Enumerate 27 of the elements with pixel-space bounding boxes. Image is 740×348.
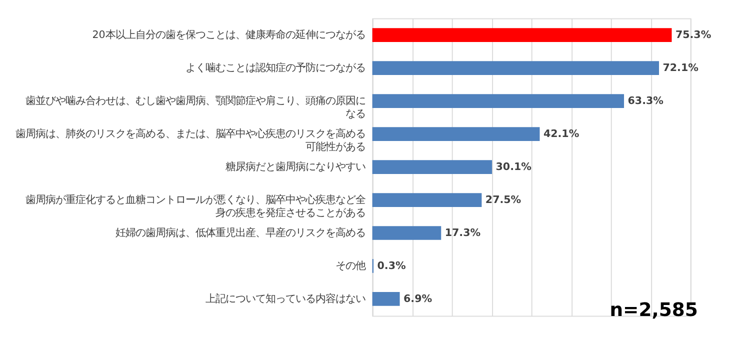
data-label: 72.1% <box>662 62 698 74</box>
y-tick-label: 20本以上自分の歯を保つことは、健康寿命の延伸につながる <box>92 28 366 41</box>
bar <box>372 292 400 306</box>
y-tick-label: 歯並びや噛み合わせは、むし歯や歯周病、顎関節症や肩こり、頭痛の原因になる <box>25 94 366 120</box>
bar <box>372 28 672 42</box>
bar <box>372 94 624 108</box>
y-tick-label: その他 <box>335 260 366 272</box>
data-label: 75.3% <box>675 28 712 41</box>
y-tick-label: 糖尿病だと歯周病になりやすい <box>225 160 366 173</box>
y-tick-label: 妊婦の歯周病は、低体重児出産、早産のリスクを高める <box>115 226 366 239</box>
bar <box>372 127 540 141</box>
y-tick-label: 歯周病が重症化すると血糖コントロールが悪くなり、脳卒中や心疾患など全身の疾患を発症させることがある <box>25 194 366 219</box>
bar <box>372 160 492 174</box>
data-label: 42.1% <box>543 128 580 140</box>
data-label: 0.3% <box>377 260 406 272</box>
bar <box>372 226 442 240</box>
data-label: 27.5% <box>485 194 522 206</box>
data-label: 30.1% <box>496 160 532 173</box>
bar <box>372 193 482 207</box>
data-label: 63.3% <box>628 94 664 107</box>
data-label: 6.9% <box>404 292 432 305</box>
y-tick-label: よく噛むことは認知症の予防につながる <box>185 62 366 74</box>
data-label: 17.3% <box>444 226 481 239</box>
annotation: n=2,585 <box>610 300 698 321</box>
y-tick-label: 上記について知っている内容はない <box>205 292 366 305</box>
y-tick-label: 歯周病は、肺炎のリスクを高める、または、脳卒中や心疾患のリスクを高める可能性がある <box>15 128 366 153</box>
bar <box>372 61 660 76</box>
